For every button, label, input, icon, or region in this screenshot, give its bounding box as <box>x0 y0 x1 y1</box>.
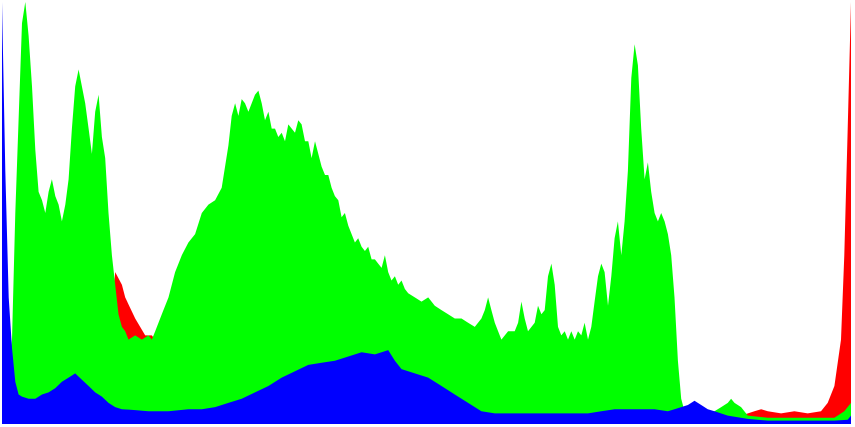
histogram-series-layer <box>2 2 851 424</box>
green-channel-area <box>2 2 851 424</box>
rgb-histogram <box>2 2 851 424</box>
